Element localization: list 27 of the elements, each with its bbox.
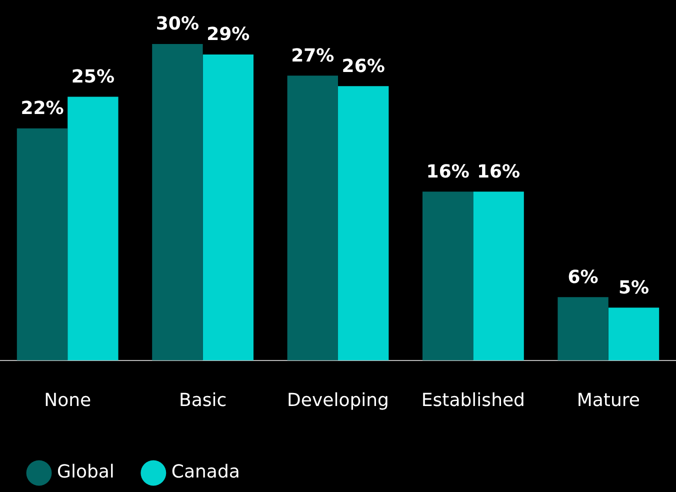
data-label: 26% [342, 56, 385, 77]
x-tick-label: Mature [576, 390, 640, 411]
data-label: 5% [618, 277, 650, 298]
bar [608, 308, 660, 360]
legend-label: Global [57, 462, 114, 483]
x-tick-label: Established [421, 390, 525, 411]
x-tick-label: Developing [287, 390, 389, 411]
bar [152, 44, 203, 360]
bar [338, 86, 389, 360]
x-tick-label: Basic [178, 390, 227, 411]
bar [16, 128, 68, 360]
bar [287, 76, 338, 360]
data-label: 6% [568, 266, 598, 288]
data-label: 25% [71, 66, 114, 88]
bar [68, 96, 118, 360]
legend-label: Canada [171, 462, 240, 483]
data-label: 22% [20, 98, 64, 120]
data-label: 16% [477, 161, 520, 182]
bar [202, 54, 254, 360]
bar [558, 297, 608, 360]
x-tick-label: None [44, 390, 92, 411]
data-label: 27% [291, 45, 334, 66]
bar [422, 192, 474, 360]
data-label: 30% [156, 14, 199, 35]
data-label: 29% [206, 24, 250, 46]
data-label: 16% [426, 161, 470, 182]
bar [473, 192, 524, 360]
